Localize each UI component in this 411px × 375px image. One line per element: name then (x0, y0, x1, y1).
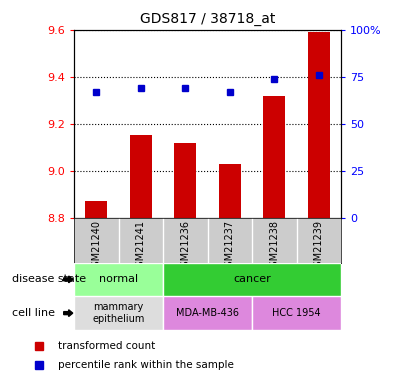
Text: mammary
epithelium: mammary epithelium (92, 302, 145, 324)
Text: normal: normal (99, 274, 138, 284)
Text: disease state: disease state (12, 274, 86, 284)
Bar (163, 262, 341, 296)
Bar (308, 32, 330, 218)
Bar (174, 142, 196, 218)
Text: GSM21241: GSM21241 (136, 220, 146, 273)
Text: cell line: cell line (12, 308, 55, 318)
Bar (163, 296, 252, 330)
Text: MDA-MB-436: MDA-MB-436 (176, 308, 239, 318)
Text: cancer: cancer (233, 274, 271, 284)
Text: GSM21236: GSM21236 (180, 220, 190, 273)
Text: percentile rank within the sample: percentile rank within the sample (58, 360, 233, 369)
Text: transformed count: transformed count (58, 341, 155, 351)
Bar (129, 135, 152, 218)
Bar (252, 296, 341, 330)
Bar (263, 96, 286, 218)
Bar (219, 164, 241, 218)
Title: GDS817 / 38718_at: GDS817 / 38718_at (140, 12, 275, 26)
Bar (74, 262, 163, 296)
Bar (74, 296, 163, 330)
Text: GSM21240: GSM21240 (91, 220, 101, 273)
Text: GSM21237: GSM21237 (225, 220, 235, 273)
Text: HCC 1954: HCC 1954 (272, 308, 321, 318)
Text: GSM21239: GSM21239 (314, 220, 324, 273)
Text: GSM21238: GSM21238 (269, 220, 279, 273)
Bar (85, 201, 107, 217)
